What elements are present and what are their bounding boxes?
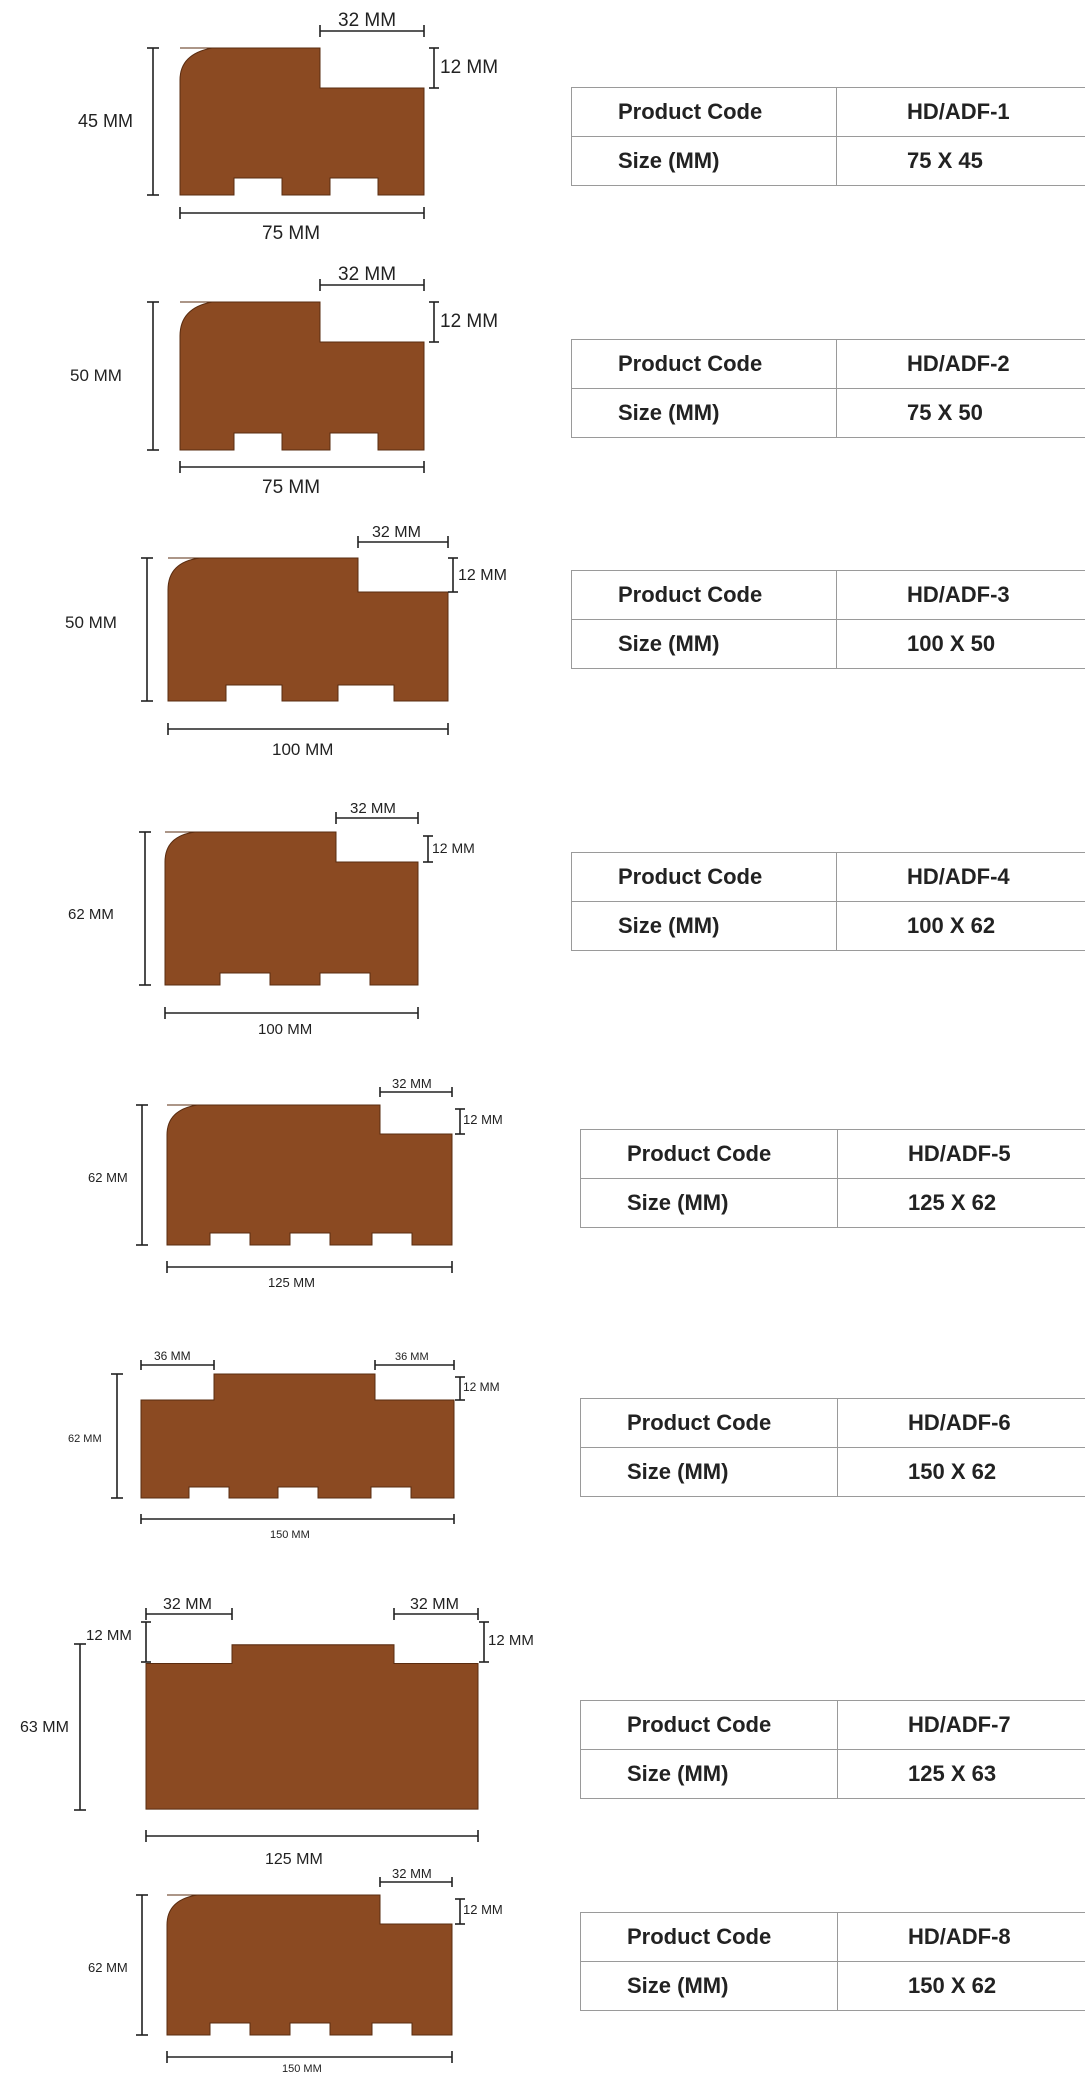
- step-right-label-7: 32 MM: [410, 1596, 459, 1613]
- product-code-label: Product Code: [580, 1398, 838, 1448]
- width-label-2: 75 MM: [262, 477, 320, 498]
- width-label-7: 125 MM: [265, 1851, 323, 1868]
- profile-diagram-7: 63 MM 125 MM 32 MM 32 MM 12 MM 12 MM: [20, 1596, 534, 1868]
- product-row-1: 45 MM 75 MM 32 MM 12 MM Product Code HD/A…: [0, 0, 1085, 250]
- step-height-label-5: 12 MM: [463, 1112, 503, 1127]
- profile-shape-5: [166, 1104, 453, 1246]
- product-row-2: 50 MM 75 MM 32 MM 12 MM Product Code HD/A…: [0, 250, 1085, 500]
- size-label: Size (MM): [571, 619, 837, 669]
- size-value: 125 X 63: [837, 1749, 1085, 1799]
- product-row-6: 62 MM 150 MM 36 MM 36 MM 12 MM Product C…: [0, 1330, 1085, 1590]
- product-code-value: HD/ADF-7: [837, 1700, 1085, 1750]
- step-width-label-8: 32 MM: [392, 1866, 432, 1881]
- profile-diagram-6: 62 MM 150 MM 36 MM 36 MM 12 MM: [68, 1349, 500, 1541]
- product-row-8: 62 MM 150 MM 32 MM 12 MM Product Code HD/…: [0, 1850, 1085, 2077]
- size-label: Size (MM): [580, 1961, 838, 2011]
- size-label: Size (MM): [571, 901, 837, 951]
- height-label-2: 50 MM: [70, 366, 122, 385]
- profile-shape-7: [145, 1644, 479, 1810]
- size-label: Size (MM): [571, 388, 837, 438]
- height-label-8: 62 MM: [88, 1960, 128, 1975]
- spec-table-5: Product Code HD/ADF-5 Size (MM) 125 X 62: [580, 1129, 1085, 1228]
- width-label-4: 100 MM: [258, 1021, 312, 1038]
- product-row-4: 62 MM 100 MM 32 MM 12 MM Product Code HD/…: [0, 780, 1085, 1060]
- step-height-label-2: 12 MM: [440, 311, 498, 332]
- step-left-label-7: 32 MM: [163, 1596, 212, 1613]
- product-code-value: HD/ADF-5: [837, 1129, 1085, 1179]
- product-code-value: HD/ADF-8: [837, 1912, 1085, 1962]
- product-code-label: Product Code: [571, 87, 837, 137]
- step-width-label-3: 32 MM: [372, 524, 421, 541]
- size-label: Size (MM): [580, 1749, 838, 1799]
- size-value: 150 X 62: [837, 1961, 1085, 2011]
- size-value: 75 X 45: [836, 136, 1085, 186]
- profile-diagram-3: 50 MM 100 MM 32 MM 12 MM: [65, 524, 507, 759]
- step-height-label-4: 12 MM: [432, 840, 475, 856]
- step-height-right-label-7: 12 MM: [488, 1632, 534, 1649]
- profile-shape-4: [164, 831, 419, 986]
- height-label-5: 62 MM: [88, 1170, 128, 1185]
- profile-diagram-1: 45 MM 75 MM 32 MM 12 MM: [78, 10, 498, 244]
- product-code-label: Product Code: [571, 339, 837, 389]
- product-code-label: Product Code: [580, 1129, 838, 1179]
- product-code-value: HD/ADF-6: [837, 1398, 1085, 1448]
- profile-diagram-5: 62 MM 125 MM 32 MM 12 MM: [88, 1076, 503, 1290]
- step-width-label-1: 32 MM: [338, 10, 396, 31]
- width-label-1: 75 MM: [262, 223, 320, 244]
- size-value: 150 X 62: [837, 1447, 1085, 1497]
- step-height-label-8: 12 MM: [463, 1902, 503, 1917]
- step-left-label-6: 36 MM: [154, 1349, 191, 1363]
- product-code-label: Product Code: [571, 570, 837, 620]
- height-label-6: 62 MM: [68, 1433, 102, 1445]
- step-height-label-3: 12 MM: [458, 567, 507, 584]
- spec-table-1: Product Code HD/ADF-1 Size (MM) 75 X 45: [571, 87, 1085, 186]
- step-height-label-1: 12 MM: [440, 57, 498, 78]
- size-value: 100 X 62: [836, 901, 1085, 951]
- step-height-label-6: 12 MM: [463, 1380, 500, 1394]
- product-code-value: HD/ADF-2: [836, 339, 1085, 389]
- size-value: 100 X 50: [836, 619, 1085, 669]
- step-right-label-6: 36 MM: [395, 1351, 429, 1363]
- step-width-label-4: 32 MM: [350, 800, 396, 817]
- product-row-3: 50 MM 100 MM 32 MM 12 MM Product Code HD/…: [0, 500, 1085, 780]
- step-width-label-5: 32 MM: [392, 1076, 432, 1091]
- profile-diagram-8: 62 MM 150 MM 32 MM 12 MM: [88, 1866, 503, 2075]
- spec-table-4: Product Code HD/ADF-4 Size (MM) 100 X 62: [571, 852, 1085, 951]
- product-code-value: HD/ADF-4: [836, 852, 1085, 902]
- width-label-6: 150 MM: [270, 1529, 310, 1541]
- spec-table-7: Product Code HD/ADF-7 Size (MM) 125 X 63: [580, 1700, 1085, 1799]
- profile-shape-6: [140, 1373, 455, 1499]
- size-label: Size (MM): [571, 136, 837, 186]
- profile-shape-8: [166, 1894, 453, 2036]
- product-code-label: Product Code: [580, 1912, 838, 1962]
- height-label-7: 63 MM: [20, 1719, 69, 1736]
- height-label-4: 62 MM: [68, 906, 114, 923]
- height-label-1: 45 MM: [78, 111, 133, 131]
- size-value: 75 X 50: [836, 388, 1085, 438]
- spec-table-6: Product Code HD/ADF-6 Size (MM) 150 X 62: [580, 1398, 1085, 1497]
- profile-shape-3: [167, 557, 449, 702]
- profile-shape-1: [179, 47, 425, 196]
- profile-shape-2: [179, 301, 425, 451]
- size-label: Size (MM): [580, 1447, 838, 1497]
- width-label-5: 125 MM: [268, 1275, 315, 1290]
- spec-table-3: Product Code HD/ADF-3 Size (MM) 100 X 50: [571, 570, 1085, 669]
- size-value: 125 X 62: [837, 1178, 1085, 1228]
- spec-table-2: Product Code HD/ADF-2 Size (MM) 75 X 50: [571, 339, 1085, 438]
- size-label: Size (MM): [580, 1178, 838, 1228]
- product-code-value: HD/ADF-3: [836, 570, 1085, 620]
- width-label-8: 150 MM: [282, 2063, 322, 2075]
- profile-diagram-4: 62 MM 100 MM 32 MM 12 MM: [68, 800, 475, 1038]
- spec-table-8: Product Code HD/ADF-8 Size (MM) 150 X 62: [580, 1912, 1085, 2011]
- profile-diagram-2: 50 MM 75 MM 32 MM 12 MM: [70, 264, 498, 498]
- product-code-label: Product Code: [571, 852, 837, 902]
- height-label-3: 50 MM: [65, 613, 117, 632]
- product-code-value: HD/ADF-1: [836, 87, 1085, 137]
- width-label-3: 100 MM: [272, 740, 333, 759]
- product-code-label: Product Code: [580, 1700, 838, 1750]
- product-row-5: 62 MM 125 MM 32 MM 12 MM Product Code HD/…: [0, 1060, 1085, 1330]
- product-row-7: 63 MM 125 MM 32 MM 32 MM 12 MM 12 MM Pro…: [0, 1590, 1085, 1868]
- step-height-left-label-7: 12 MM: [86, 1627, 132, 1644]
- step-width-label-2: 32 MM: [338, 264, 396, 285]
